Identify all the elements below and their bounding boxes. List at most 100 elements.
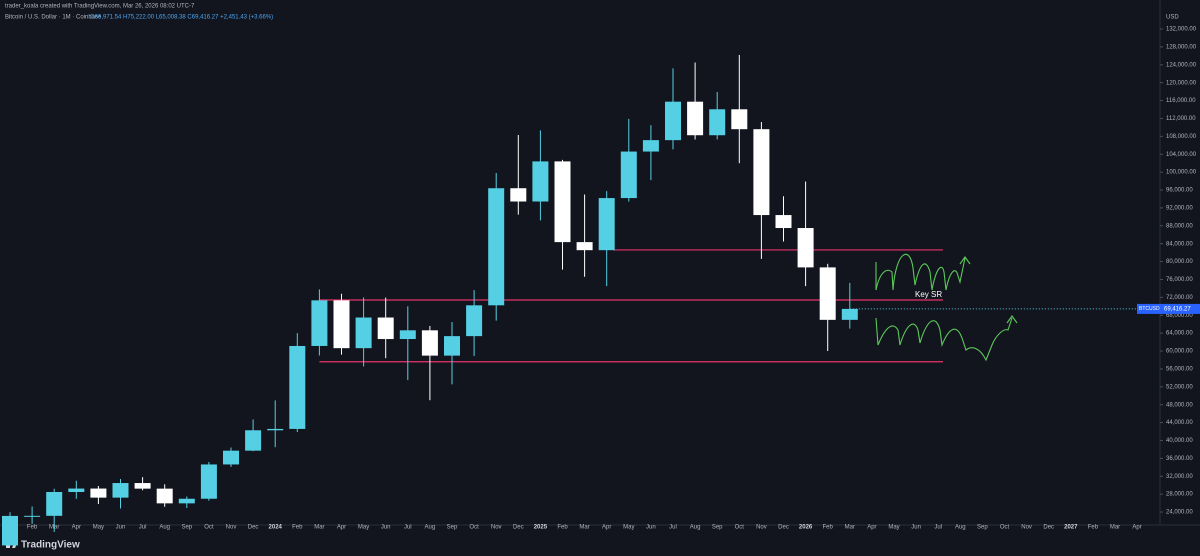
candle [355, 297, 372, 367]
candle-body [797, 228, 814, 268]
candle-body [642, 140, 659, 152]
x-tick-label: Feb [1088, 525, 1099, 531]
lower-arrow [1006, 315, 1018, 324]
x-tick-label: Mar [1110, 525, 1120, 531]
ohlc-values: O66,971.54 H75,222.00 L65,008.38 C69,416… [90, 15, 273, 21]
candle [178, 496, 195, 509]
upper-path [875, 253, 966, 291]
x-tick-label: Oct [735, 525, 745, 531]
candle-body [46, 491, 63, 516]
last-price-label: 69,416.27 [1164, 306, 1191, 312]
x-tick-label: Jul [404, 525, 412, 531]
symbol-label: BTCUSD [1139, 306, 1160, 312]
x-tick-label: Apr [867, 525, 876, 531]
candle-body [200, 464, 217, 499]
candle-body [377, 317, 394, 340]
price-tag [1160, 303, 1200, 314]
y-tick-label: 132,000.00 [1166, 27, 1197, 33]
x-tick-label: Dec [778, 525, 789, 531]
candle [134, 477, 151, 491]
candle-body [223, 450, 239, 465]
candle-body [2, 515, 18, 546]
candle [731, 54, 748, 164]
x-tick-label: Nov [226, 525, 237, 531]
candle-body [90, 488, 107, 498]
candle-body [333, 300, 350, 349]
x-tick-label: Jun [381, 525, 391, 531]
candle-body [709, 109, 726, 136]
y-tick-label: 60,000.00 [1166, 349, 1193, 355]
y-tick-label: 44,000.00 [1166, 420, 1193, 426]
x-tick-label: Mar [314, 525, 324, 531]
x-tick-label: Jun [116, 525, 126, 531]
x-tick-label: Dec [1043, 525, 1054, 531]
brand: TradingView [21, 540, 80, 551]
x-tick-label: Mar [845, 525, 855, 531]
y-tick-label: 100,000.00 [1166, 170, 1197, 176]
candle-body [753, 129, 770, 216]
candle-body [488, 188, 505, 306]
candle-body [289, 345, 306, 429]
candle [68, 480, 85, 499]
y-tick-label: 28,000.00 [1166, 492, 1193, 498]
candle-body [134, 483, 151, 489]
candle [642, 125, 659, 181]
candle [466, 290, 483, 356]
y-tick-label: 124,000.00 [1166, 62, 1197, 68]
y-tick-label: 56,000.00 [1166, 366, 1193, 372]
y-tick-label: 84,000.00 [1166, 241, 1193, 247]
x-tick-label: Oct [1000, 525, 1010, 531]
candle [510, 135, 527, 215]
x-tick-label: 2025 [534, 525, 548, 531]
x-tick-label: Jul [139, 525, 147, 531]
currency: USD [1166, 15, 1179, 21]
x-tick-label: Feb [823, 525, 834, 531]
x-tick-label: Feb [292, 525, 303, 531]
candle [841, 282, 858, 329]
x-tick-label: 2026 [799, 525, 813, 531]
candle-body [245, 430, 262, 451]
candle [399, 306, 416, 381]
lower-path [875, 317, 1013, 362]
x-tick-label: Apr [337, 525, 346, 531]
candle [598, 191, 615, 287]
candle-body [554, 161, 571, 243]
x-tick-label: Apr [72, 525, 81, 531]
x-tick-label: Jul [934, 525, 942, 531]
candle [46, 488, 63, 532]
y-tick-label: 80,000.00 [1166, 259, 1193, 265]
x-tick-label: Apr [602, 525, 611, 531]
candle [156, 484, 173, 507]
symbol-title: Bitcoin / U.S. Dollar · 1M · Coinbase [5, 15, 102, 21]
candle-body [267, 428, 284, 431]
candle-body [819, 267, 836, 320]
candle-body [156, 488, 173, 504]
candle [377, 297, 394, 359]
candle-body [598, 198, 615, 251]
candle-body [620, 151, 637, 199]
x-tick-label: Feb [557, 525, 568, 531]
y-tick-label: 120,000.00 [1166, 80, 1197, 86]
candle [2, 512, 18, 546]
candle [687, 62, 704, 140]
candle [753, 122, 770, 259]
candle-body [466, 305, 483, 337]
candle [24, 506, 41, 524]
y-tick-label: 32,000.00 [1166, 474, 1193, 480]
candle [775, 196, 792, 242]
x-tick-label: May [93, 525, 104, 531]
candle [200, 461, 217, 501]
candle [245, 419, 262, 452]
candle-body [731, 109, 748, 130]
candle-body [24, 515, 41, 517]
y-tick-label: 112,000.00 [1166, 116, 1196, 122]
candle-body [510, 188, 527, 202]
y-tick-label: 116,000.00 [1166, 98, 1196, 104]
candle [620, 118, 637, 202]
candle [421, 325, 438, 401]
x-tick-label: Mar [579, 525, 589, 531]
y-tick-label: 48,000.00 [1166, 402, 1193, 408]
